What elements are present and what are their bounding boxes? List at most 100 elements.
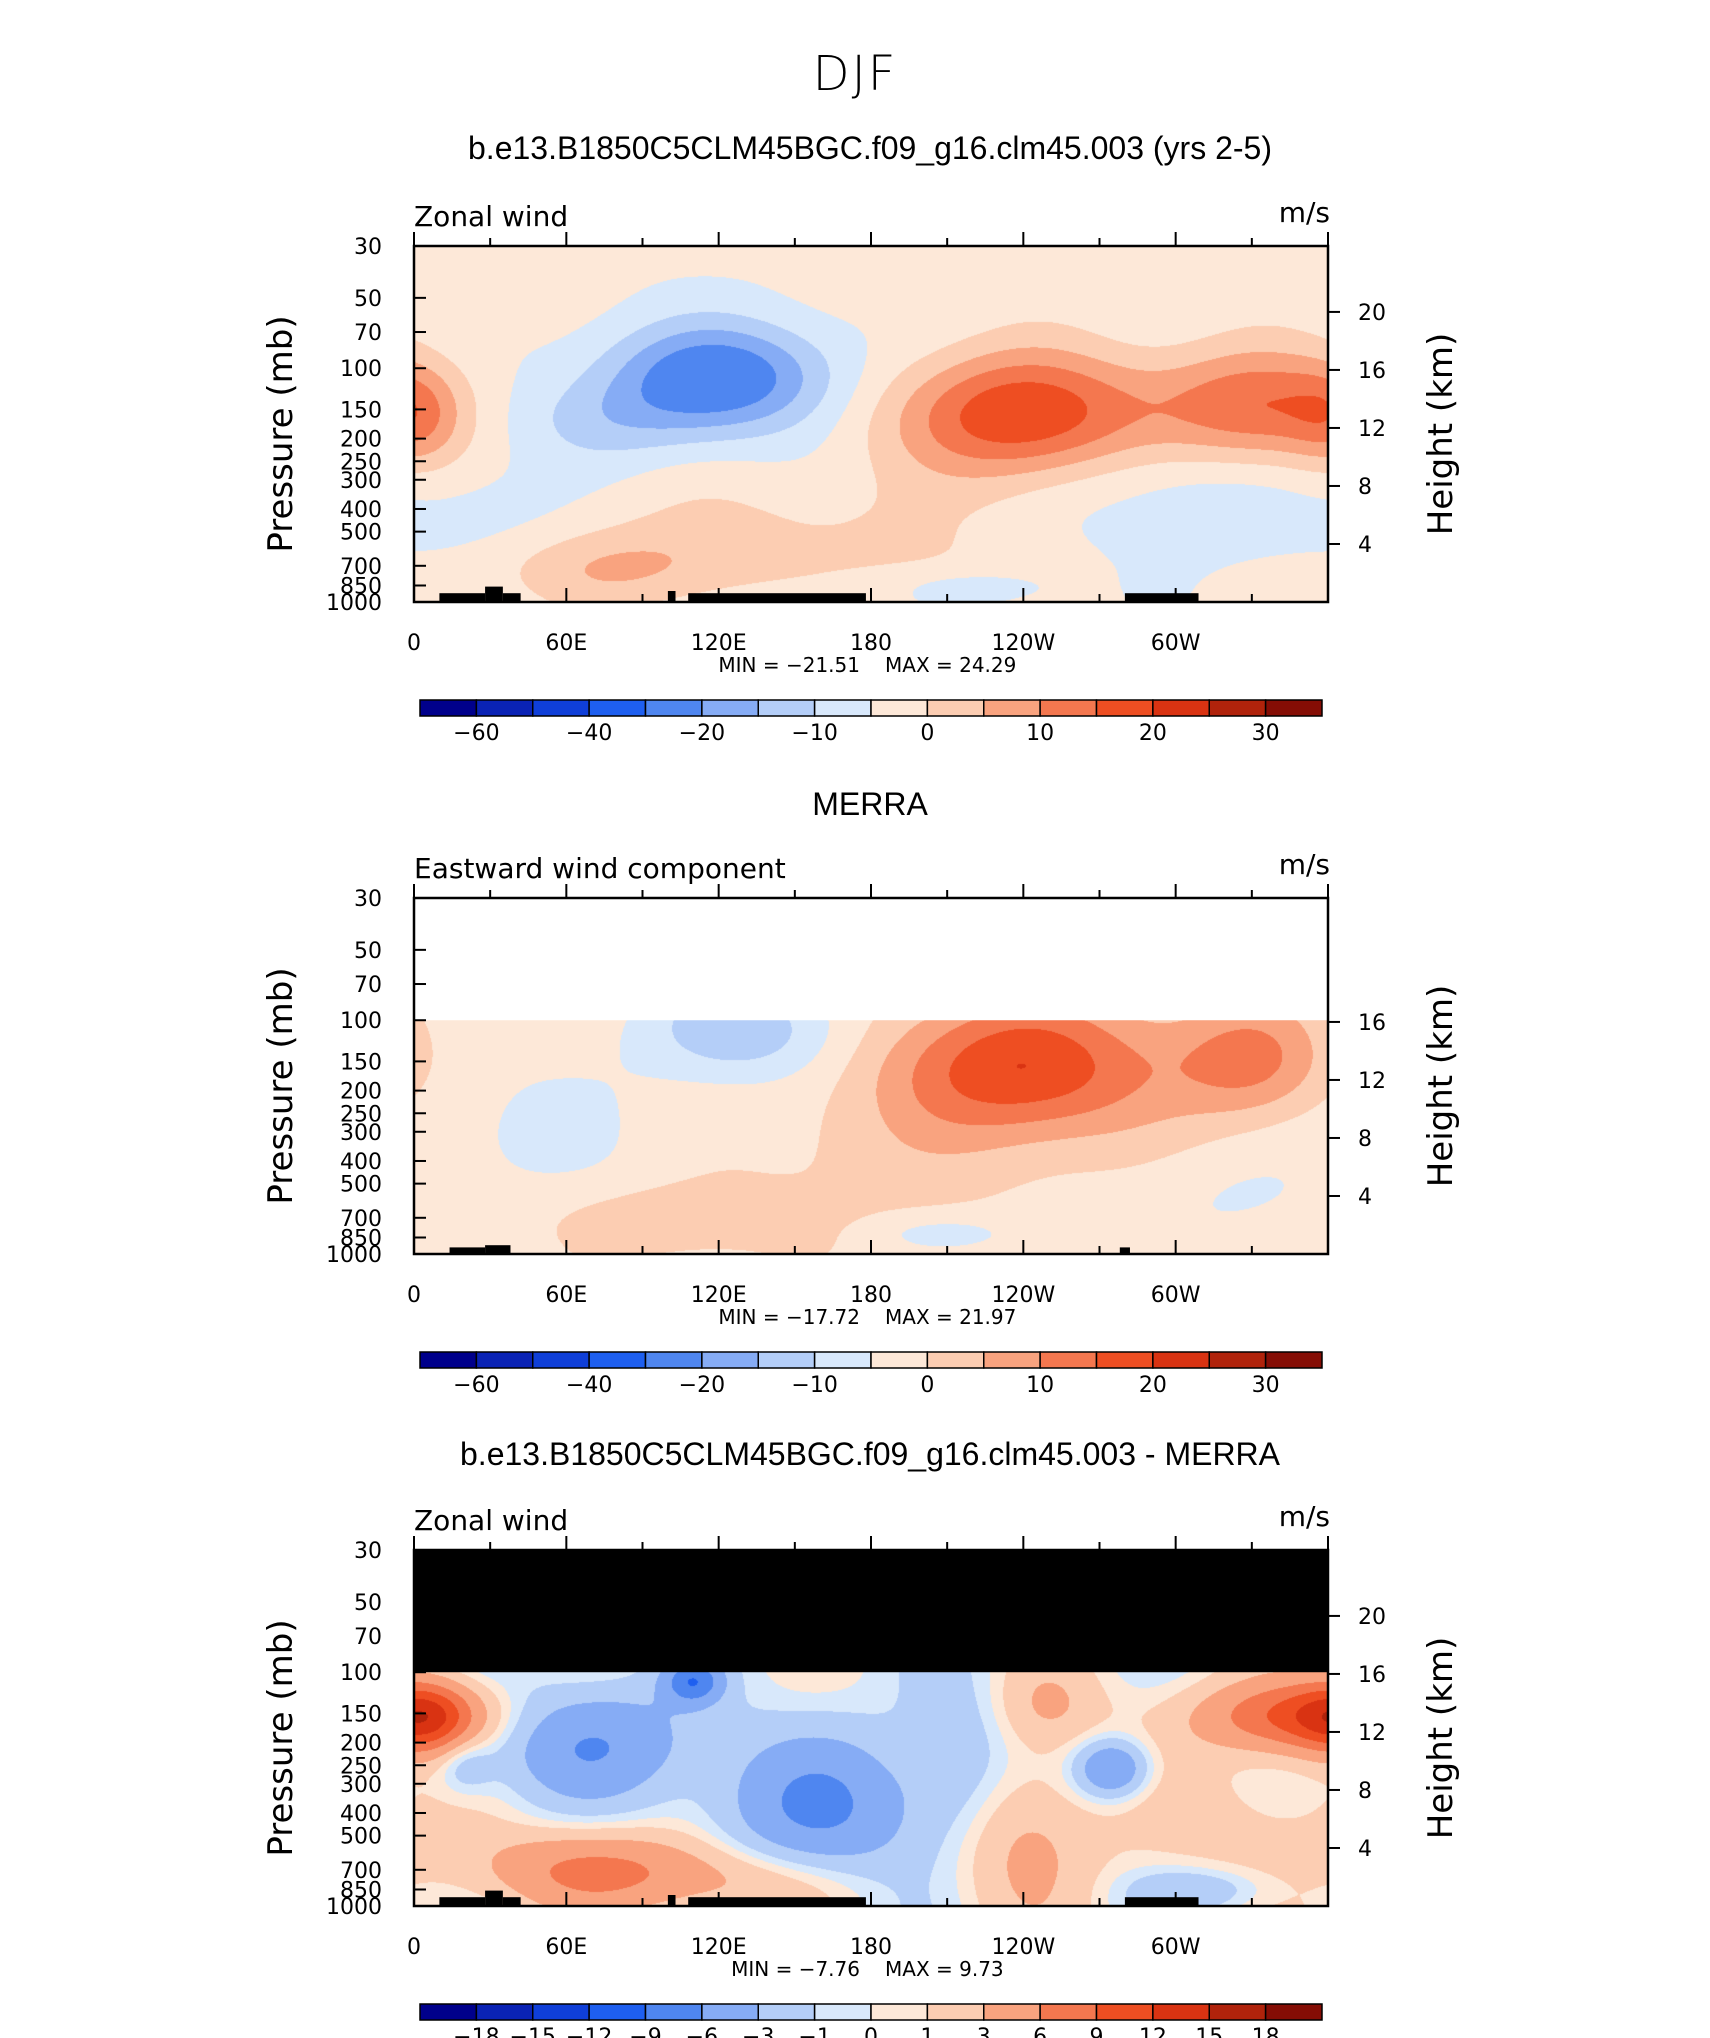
y-tick-right-label: 4 bbox=[1358, 1185, 1372, 1210]
colorbar-swatch bbox=[926, 1351, 985, 1369]
y-tick-label: 300 bbox=[340, 469, 382, 494]
colorbar-swatch bbox=[701, 2003, 759, 2021]
y-tick-right-label: 4 bbox=[1358, 533, 1372, 558]
x-tick-label: 120E bbox=[691, 1283, 747, 1308]
y-axis-right-label: Height (km) bbox=[1421, 333, 1461, 536]
colorbar-swatch bbox=[1208, 699, 1267, 717]
x-tick-label: 180 bbox=[850, 1283, 892, 1308]
terrain-block bbox=[688, 593, 866, 602]
panel-3-title: b.e13.B1850C5CLM45BGC.f09_g16.clm45.003 … bbox=[460, 1436, 1280, 1472]
colorbar-swatch bbox=[926, 2003, 985, 2021]
y-tick-right-label: 20 bbox=[1358, 301, 1386, 326]
colorbar-label: 30 bbox=[1252, 721, 1280, 746]
y-tick-label: 70 bbox=[354, 321, 382, 346]
right-string: m/s bbox=[1279, 848, 1330, 881]
y-tick-label: 1000 bbox=[326, 591, 382, 616]
min-label: MIN = −21.51 bbox=[718, 653, 860, 677]
colorbar-swatch bbox=[870, 1351, 929, 1369]
colorbar-label: 15 bbox=[1195, 2025, 1223, 2038]
terrain-block bbox=[1124, 593, 1199, 602]
panel-1: 0 60E 120E 180 120W 60W MIN = −21.51 MAX = 24.2… bbox=[261, 196, 1461, 746]
y-tick-label: 700 bbox=[340, 1207, 382, 1232]
colorbar-label: 9 bbox=[1090, 2025, 1104, 2038]
colorbar-label: −12 bbox=[566, 2025, 612, 2038]
x-tick-label: 60W bbox=[1151, 1935, 1201, 1960]
x-tick-label: 0 bbox=[407, 1283, 421, 1308]
x-tick-label: 120W bbox=[991, 1935, 1055, 1960]
y-tick-label: 100 bbox=[340, 1009, 382, 1034]
max-label: MAX = 24.29 bbox=[885, 653, 1016, 677]
y-tick-label: 700 bbox=[340, 555, 382, 580]
colorbar-label: −18 bbox=[453, 2025, 499, 2038]
y-tick-right-label: 12 bbox=[1358, 417, 1386, 442]
terrain-block bbox=[1119, 1247, 1130, 1254]
y-tick-right-label: 16 bbox=[1358, 1663, 1386, 1688]
colorbar-swatch bbox=[475, 699, 534, 717]
y-tick-label: 100 bbox=[340, 1661, 382, 1686]
colorbar-label: −1 bbox=[798, 2025, 830, 2038]
colorbar-swatch bbox=[757, 1351, 816, 1369]
colorbar-swatch bbox=[475, 2003, 534, 2021]
colorbar-swatch bbox=[983, 1351, 1041, 1369]
y-tick-label: 700 bbox=[340, 1859, 382, 1884]
colorbar-swatch bbox=[419, 699, 478, 717]
panel-1-title: b.e13.B1850C5CLM45BGC.f09_g16.clm45.003 … bbox=[468, 130, 1272, 166]
x-tick-label: 60E bbox=[545, 1935, 587, 1960]
colorbar-swatch bbox=[532, 699, 590, 717]
y-tick-label: 850 bbox=[340, 1227, 382, 1252]
x-tick-label: 120W bbox=[991, 631, 1055, 656]
masked-region bbox=[414, 898, 1328, 1021]
colorbar-swatch bbox=[419, 1351, 478, 1369]
colorbar-swatch bbox=[701, 699, 759, 717]
y-tick-label: 30 bbox=[354, 1539, 382, 1564]
y-axis-label: Pressure (mb) bbox=[261, 1619, 301, 1856]
y-tick-right-label: 12 bbox=[1358, 1069, 1386, 1094]
min-label: MIN = −7.76 bbox=[731, 1957, 860, 1981]
colorbar-swatch bbox=[757, 2003, 816, 2021]
x-tick-label: 180 bbox=[850, 1935, 892, 1960]
y-tick-right-label: 8 bbox=[1358, 1779, 1372, 1804]
y-tick-label: 400 bbox=[340, 1802, 382, 1827]
colorbar-swatch bbox=[644, 1351, 703, 1369]
colorbar-swatch bbox=[983, 2003, 1041, 2021]
y-tick-label: 500 bbox=[340, 1825, 382, 1850]
y-tick-label: 150 bbox=[340, 1050, 382, 1075]
min-label: MIN = −17.72 bbox=[718, 1305, 860, 1329]
colorbar-swatch bbox=[757, 699, 816, 717]
terrain-block bbox=[485, 1890, 503, 1906]
x-tick-label: 60W bbox=[1151, 1283, 1201, 1308]
y-tick-label: 500 bbox=[340, 1173, 382, 1198]
colorbar-swatch bbox=[1152, 1351, 1210, 1369]
colorbar-label: −60 bbox=[453, 1373, 499, 1398]
terrain-block bbox=[502, 593, 521, 602]
terrain-block bbox=[502, 1897, 521, 1906]
y-axis-right-label: Height (km) bbox=[1421, 1637, 1461, 1840]
colorbar: −60 −40 −20 −10 0 10 20 30 bbox=[419, 699, 1323, 746]
colorbar-label: 0 bbox=[864, 2025, 878, 2038]
colorbar-swatch bbox=[1095, 1351, 1154, 1369]
right-string: m/s bbox=[1279, 1500, 1330, 1533]
colorbar-swatch bbox=[588, 699, 647, 717]
terrain-block bbox=[449, 1247, 486, 1254]
colorbar-swatch bbox=[1039, 699, 1098, 717]
terrain-block bbox=[1124, 1897, 1199, 1906]
x-tick-label: 0 bbox=[407, 631, 421, 656]
colorbar-label: −60 bbox=[453, 721, 499, 746]
colorbar-swatch bbox=[1208, 2003, 1267, 2021]
y-tick-label: 50 bbox=[354, 939, 382, 964]
y-tick-label: 400 bbox=[340, 498, 382, 523]
y-tick-label: 300 bbox=[340, 1773, 382, 1798]
figure-title: DJF bbox=[812, 46, 898, 102]
colorbar-swatch bbox=[1095, 699, 1154, 717]
y-axis-label: Pressure (mb) bbox=[261, 967, 301, 1204]
colorbar-label: −40 bbox=[566, 1373, 612, 1398]
y-tick-label: 200 bbox=[340, 1732, 382, 1757]
colorbar-label: 18 bbox=[1252, 2025, 1280, 2038]
y-tick-label: 70 bbox=[354, 1625, 382, 1650]
y-axis-right-label: Height (km) bbox=[1421, 985, 1461, 1188]
y-tick-label: 150 bbox=[340, 1702, 382, 1727]
colorbar-swatch bbox=[1152, 2003, 1210, 2021]
y-tick-label: 300 bbox=[340, 1121, 382, 1146]
x-tick-label: 60E bbox=[545, 631, 587, 656]
